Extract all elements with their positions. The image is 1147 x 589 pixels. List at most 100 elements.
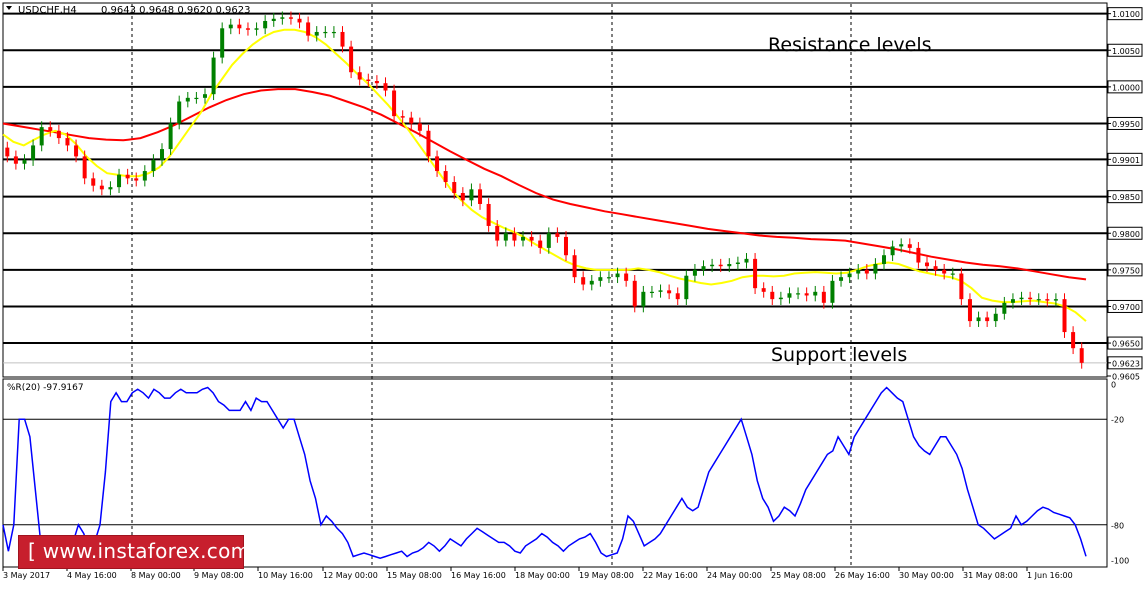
price-label: 0.9650 [1112,340,1140,349]
time-label: 19 May 08:00 [579,571,634,580]
watermark-text: [ www.instaforex.com ] [28,539,266,563]
candle-body [331,31,336,34]
candle-body [899,244,904,247]
candle-body [177,101,182,124]
candle-body [185,97,190,102]
candle-body [744,258,749,263]
candle-body [735,262,740,265]
candle-body [1019,297,1024,300]
candle-body [228,24,233,29]
candle-body [99,185,104,190]
time-label: 9 May 08:00 [194,571,244,580]
candle-body [314,31,319,36]
slow-ma-line [2,88,1087,281]
wpr-levels [3,418,1107,526]
candle-body [237,24,242,29]
candle-body [125,174,130,179]
price-label: 1.0000 [1112,83,1140,92]
candle-body [426,130,431,157]
candle-body [864,269,869,274]
price-label: 0.9950 [1112,120,1140,129]
wpr-axis: 0 -20 -80 -100 [1111,381,1129,566]
candle-body [563,236,568,256]
candle-body [916,247,921,263]
time-label: 25 May 08:00 [771,571,826,580]
candle-body [495,225,500,241]
candle-body [675,293,680,300]
wpr-axis-label: -20 [1111,416,1124,425]
candle-body [985,317,990,322]
candle-body [572,255,577,278]
candle-body [13,156,18,164]
candle-body [366,79,371,82]
candle-body [753,258,758,289]
candle-body [1071,332,1076,349]
candle-body [718,264,723,267]
candle-body [271,18,276,21]
time-label: 12 May 00:00 [323,571,378,580]
indicator-pane-frame [2,378,1108,568]
resistance-label: Resistance levels [768,34,932,56]
time-label: 18 May 00:00 [515,571,570,580]
main-pane-frame [2,2,1108,378]
candle-body [581,277,586,285]
header-ohlc: 0.9643 0.9648 0.9620 0.9623 [101,5,251,16]
candle-body [684,275,689,300]
vertical-grid [131,4,852,566]
candle-body [108,187,113,190]
candle-body [39,127,44,146]
candle-body [1010,299,1015,303]
price-label: 0.9623 [1112,359,1140,368]
candle-body [830,280,835,303]
wpr-title: %R(20) -97.9167 [7,383,84,393]
time-axis: 3 May 2017 4 May 16:00 8 May 00:00 9 May 08… [2,567,1073,580]
candle-body [5,147,10,157]
candle-body [435,156,440,172]
candle-body [151,160,156,172]
candle-body [598,277,603,281]
candle-body [796,293,801,295]
wpr-axis-label: 0 [1111,381,1116,390]
candle-body [1062,299,1067,333]
candle-body [856,269,861,274]
candle-body [924,262,929,267]
candle-body [839,277,844,281]
candle-body [400,116,405,118]
candle-body [959,273,964,300]
price-label: 0.9800 [1112,230,1140,239]
candle-body [306,22,311,36]
candle-body [993,313,998,322]
price-axis: 1.0100 1.0050 1.0000 0.9950 0.9901 0.9850 0.98… [1107,7,1143,382]
candle-body [22,160,27,164]
candle-body [1053,299,1058,301]
candle-body [804,293,809,296]
candle-body [82,156,87,179]
candle-body [641,291,646,307]
candle-body [503,233,508,241]
candle-body [529,236,534,241]
candle-body [56,130,61,139]
candle-body [589,280,594,285]
candle-body [340,31,345,47]
candle-body [194,97,199,100]
price-label: 0.9750 [1112,266,1140,275]
candle-body [1002,302,1007,314]
candle-body [486,203,491,226]
candle-body [890,246,895,256]
candle-body [667,290,672,294]
dropdown-arrow-icon[interactable] [6,6,12,10]
price-label: 0.9700 [1112,303,1140,312]
candle-body [409,117,414,124]
price-levels [3,12,1107,364]
wpr-axis-label: -80 [1111,521,1124,530]
candle-body [701,266,706,270]
candle-body [160,149,165,161]
candle-body [48,127,53,131]
price-label: 0.9901 [1112,156,1140,165]
candle-body [770,291,775,300]
candle-body [538,240,543,248]
candle-body [280,17,285,19]
candle-body [31,145,36,161]
